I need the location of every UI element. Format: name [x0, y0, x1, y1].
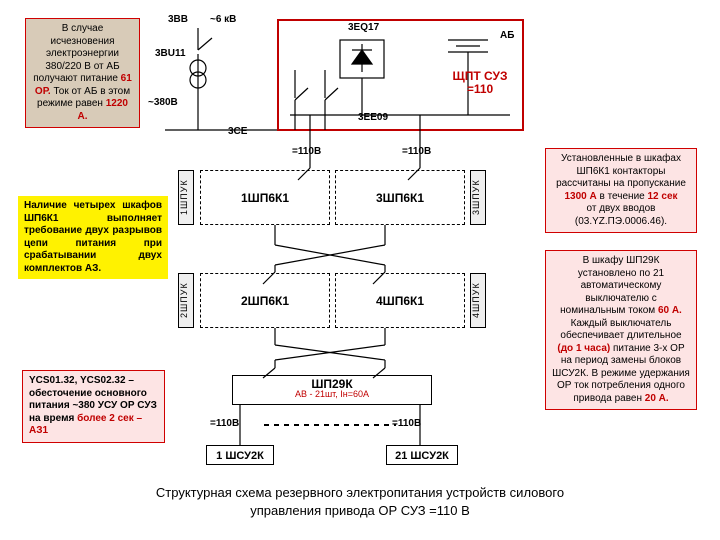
label-6kv: ~6 кВ — [210, 14, 236, 25]
sidebar-2-label: 2ШПУК — [179, 274, 189, 327]
note-yellow: Наличие четырех шкафов ШП6К1 выполняет т… — [18, 196, 168, 279]
shp29k-box: ШП29К АВ - 21шт, Iн=60А — [232, 375, 432, 405]
cabinet-3: 3ШП6К1 — [335, 170, 465, 225]
r2: (до 1 часа) — [557, 343, 610, 354]
label-3ce: 3СЕ — [228, 126, 247, 137]
sidebar-3-label: 3ШПУК — [471, 171, 481, 224]
label-3eq17: 3EQ17 — [348, 22, 379, 33]
r2: 12 сек — [648, 191, 678, 202]
label-3bb: 3ВВ — [168, 14, 188, 25]
diagram-root: { "colors": { "red": "#c00000", "pink": … — [0, 0, 720, 540]
t3: от двух вводов (03.YZ.ПЭ.0006.46). — [575, 203, 667, 227]
note-1300a: Установленные в шкафах ШП6К1 контакторы … — [545, 148, 697, 233]
v110-top-right: =110В — [402, 146, 431, 157]
cabinet-1: 1ШП6К1 — [200, 170, 330, 225]
note-ycs: YCS01.32, YCS02.32 – обесточение основно… — [22, 370, 165, 443]
v110-bot-right: =110В — [392, 418, 421, 429]
label-shpt: ЩПТ СУЗ =110 — [444, 70, 516, 96]
sidebar-1-label: 1ШПУК — [179, 171, 189, 224]
t: В шкафу ШП29К установлено по 21 автомати… — [560, 255, 664, 316]
t: Установленные в шкафах ШП6К1 контакторы … — [556, 153, 686, 189]
label-380v: ~380В — [148, 97, 178, 108]
sidebar-2: 2ШПУК — [178, 273, 194, 328]
note-ab-61or: В случае исчезновения электроэнергии 380… — [25, 18, 140, 128]
sidebar-1: 1ШПУК — [178, 170, 194, 225]
sidebar-4: 4ШПУК — [470, 273, 486, 328]
r3: 20 А. — [645, 393, 669, 404]
r: 60 А. — [658, 305, 682, 316]
page-title-line2: управления привода ОР СУЗ =110 В — [0, 503, 720, 518]
cabinet-2: 2ШП6К1 — [200, 273, 330, 328]
label-3ee09: 3ЕЕ09 — [358, 112, 388, 123]
shsu2k-21: 21 ШСУ2К — [386, 445, 458, 465]
sidebar-3: 3ШПУК — [470, 170, 486, 225]
t2: Каждый выключатель обеспечивает длительн… — [560, 318, 681, 342]
t: В случае исчезновения электроэнергии 380… — [33, 23, 120, 84]
sidebar-4-label: 4ШПУК — [471, 274, 481, 327]
label-3bu11: 3BU11 — [155, 48, 186, 59]
shsu2k-1: 1 ШСУ2К — [206, 445, 274, 465]
note-shp29k: В шкафу ШП29К установлено по 21 автомати… — [545, 250, 697, 410]
page-title-line1: Структурная схема резервного электропита… — [0, 485, 720, 500]
v110-top-left: =110В — [292, 146, 321, 157]
r: 1300 А — [564, 191, 596, 202]
t2: в течение — [599, 191, 647, 202]
cabinet-4: 4ШП6К1 — [335, 273, 465, 328]
shp29k-sub: АВ - 21шт, Iн=60А — [233, 390, 431, 399]
v110-bot-left: =110В — [210, 418, 239, 429]
label-ab: АБ — [500, 30, 514, 41]
